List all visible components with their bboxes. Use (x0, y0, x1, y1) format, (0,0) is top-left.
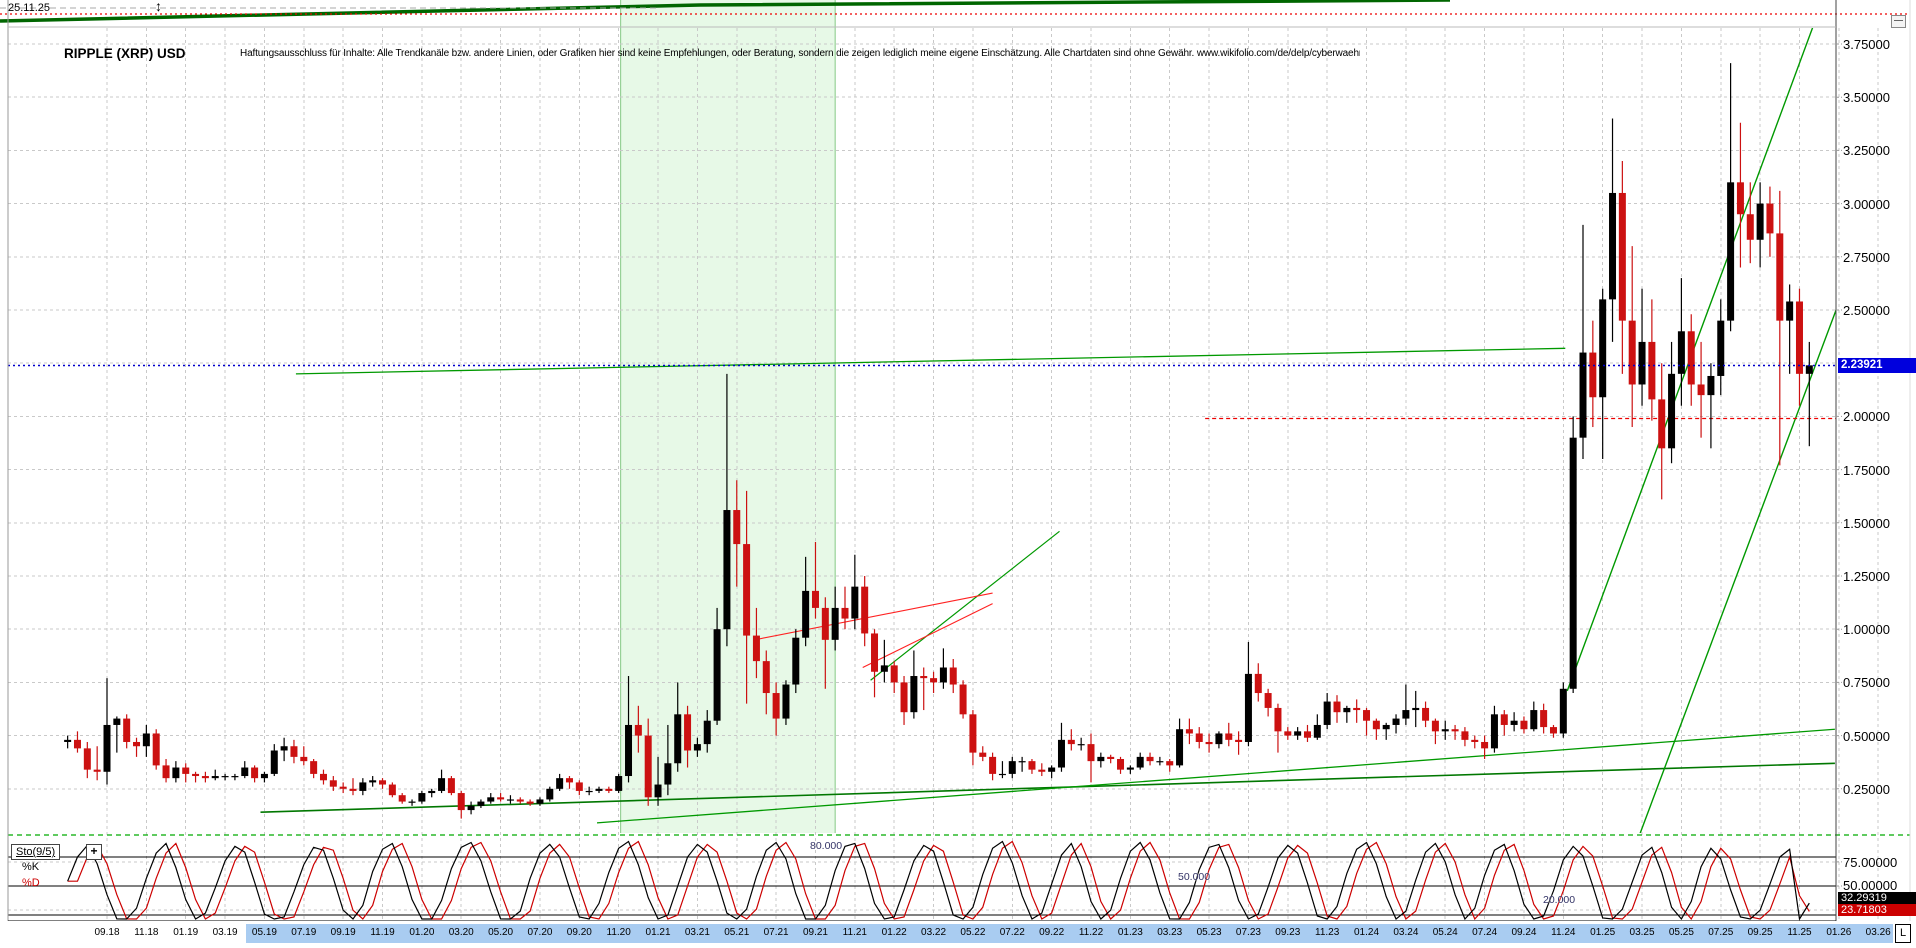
price-tick-label: 2.50000 (1843, 303, 1890, 318)
date-tick-label: 09.25 (1747, 927, 1773, 938)
add-indicator-button[interactable]: + (86, 844, 102, 860)
date-tick-label: 05.22 (960, 927, 986, 938)
sto-d-value-badge: 23.71803 (1838, 904, 1916, 916)
price-tick-label: 1.50000 (1843, 515, 1890, 531)
current-price-badge: 2.23921 (1838, 358, 1916, 373)
price-tick-label: 3.75000 (1843, 37, 1890, 52)
sto-d-line (67, 840, 1810, 921)
date-tick-label: 11.21 (842, 927, 867, 938)
date-tick-label: 09.19 (330, 927, 356, 938)
price-tick-label: 0.25000 (1843, 781, 1890, 797)
sto-axis-75-label: 75.00000 (1843, 855, 1898, 870)
red-wedge-upper (754, 592, 993, 641)
sto-k-line (67, 840, 1810, 921)
date-tick-label: 07.25 (1708, 927, 1734, 938)
disclaimer-text: Haftungsausschluss für Inhalte: Alle Tre… (240, 48, 1360, 59)
steep-channel-right (1639, 308, 1836, 833)
date-tick-label: 01.21 (645, 927, 671, 938)
date-tick-label: 03.23 (1157, 927, 1183, 938)
date-tick-label: 09.20 (566, 927, 592, 938)
date-tick-label: 01.19 (173, 927, 199, 938)
date-tick-label: 03.24 (1393, 927, 1419, 938)
date-tick-label: 11.20 (606, 927, 631, 938)
date-tick-label: 05.19 (251, 927, 277, 938)
price-tick-label: 0.50000 (1843, 728, 1890, 744)
date-tick-label: 01.23 (1117, 927, 1143, 938)
date-tick-label: 05.20 (488, 927, 514, 938)
date-tick-label: 11.25 (1787, 927, 1812, 938)
date-tick-label: 07.23 (1235, 927, 1261, 938)
sto-d-label: %D (22, 877, 40, 889)
date-tick-label: 07.21 (763, 927, 789, 938)
date-tick-label: 01.20 (409, 927, 435, 938)
price-tick-label: 3.50000 (1843, 90, 1890, 106)
date-tick-label: 09.22 (1039, 927, 1065, 938)
date-tick-label: 09.21 (802, 927, 828, 938)
price-tick-label: 3.00000 (1843, 196, 1890, 212)
date-tick-label: 11.22 (1078, 927, 1104, 938)
long-resistance-line (295, 347, 1566, 375)
mid-trend-line (870, 530, 1060, 681)
grid (8, 28, 1879, 921)
date-tick-label: 05.25 (1668, 927, 1694, 938)
sto-level-50-label: 50.000 (1178, 871, 1211, 883)
date-tick-label: 01.22 (881, 927, 907, 938)
price-tick-label: 1.00000 (1843, 622, 1890, 638)
date-tick-label: 09.24 (1511, 927, 1537, 938)
date-tick-label: 11.23 (1315, 927, 1340, 938)
date-tick-label: 07.24 (1472, 927, 1498, 938)
date-tick-label: 11.24 (1551, 927, 1576, 938)
date-tick-label: 03.25 (1629, 927, 1655, 938)
sto-k-value-badge: 32.29319 (1838, 892, 1916, 904)
candlesticks (64, 63, 1813, 819)
date-tick-label: 07.22 (999, 927, 1025, 938)
date-tick-label: 03.22 (921, 927, 947, 938)
date-tick-label: 05.21 (724, 927, 750, 938)
date-tick-label: 01.25 (1590, 927, 1616, 938)
date-tick-label: 03.20 (448, 927, 474, 938)
date-tick-label: 01.24 (1354, 927, 1380, 938)
collapse-axis-icon[interactable] (1891, 15, 1906, 28)
sto-level-20-label: 20.000 (1543, 894, 1576, 906)
date-tick-label: 03.19 (212, 927, 238, 938)
long-support-line (260, 762, 1835, 814)
date-axis-highlight-band (246, 924, 1893, 943)
date-tick-label: 03.26 (1865, 927, 1891, 938)
date-tick-label: 11.18 (134, 927, 159, 938)
sto-k-label: %K (22, 861, 40, 873)
date-tick-label: 05.23 (1196, 927, 1222, 938)
resize-cursor-icon: ↕ (155, 0, 162, 14)
secondary-support-line (596, 728, 1835, 824)
date-tick-label: 09.18 (94, 927, 120, 938)
price-tick-label: 2.00000 (1843, 409, 1890, 425)
chart-title: RIPPLE (XRP) USD (64, 46, 186, 61)
current-date-label: 25.11.25 (8, 2, 51, 14)
price-tick-label: 1.75000 (1843, 462, 1890, 478)
price-tick-label: 2.75000 (1843, 249, 1890, 265)
date-tick-label: 07.20 (527, 927, 553, 938)
date-tick-label: 03.21 (684, 927, 710, 938)
price-tick-label: 1.25000 (1843, 569, 1890, 584)
price-tick-label: 3.25000 (1843, 143, 1890, 159)
price-tick-label: 0.75000 (1843, 675, 1890, 691)
axis-end-marker[interactable]: L (1895, 924, 1911, 943)
date-tick-label: 11.19 (370, 927, 395, 938)
sto-indicator-button[interactable]: Sto(9/5) (11, 844, 61, 860)
sto-axis-50-label: 50.00000 (1843, 878, 1898, 893)
sto-level-80-label: 80.000 (810, 840, 843, 852)
date-tick-label: 09.23 (1275, 927, 1301, 938)
date-tick-label: 05.24 (1432, 927, 1458, 938)
date-axis[interactable]: 09.18 11.18 01.19 03.19 05.19 07.19 09.19 11.19… (0, 921, 1916, 948)
date-tick-label: 07.19 (291, 927, 317, 938)
date-tick-label: 01.26 (1826, 927, 1852, 938)
strip-trend-line (0, 0, 1451, 23)
